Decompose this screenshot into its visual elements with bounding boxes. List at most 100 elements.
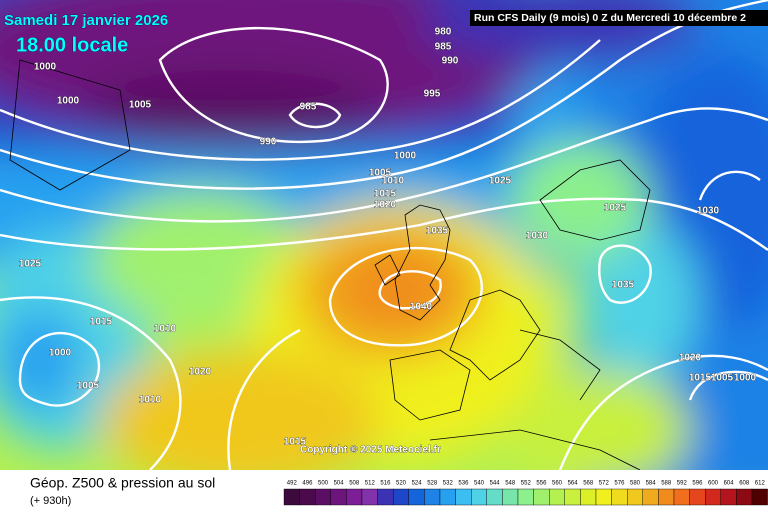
legend-label: 492 — [287, 481, 298, 487]
legend-label: 500 — [318, 481, 329, 487]
legend-label: 532 — [443, 481, 454, 487]
legend-swatch — [361, 488, 378, 506]
legend-swatch — [673, 488, 690, 506]
isobar-label: 1000 — [34, 62, 57, 73]
isobar-label: 995 — [424, 89, 441, 100]
coastlines — [9, 59, 651, 470]
legend-swatch — [736, 488, 753, 506]
legend-label: 504 — [334, 481, 345, 487]
legend-swatch — [471, 488, 488, 506]
legend-label: 528 — [427, 481, 438, 487]
isobar-label: 1015 — [689, 373, 712, 384]
legend-label: 556 — [536, 481, 547, 487]
legend-label: 564 — [568, 481, 579, 487]
legend-label: 552 — [521, 481, 532, 487]
run-info: Run CFS Daily (9 mois) 0 Z du Mercredi 1… — [474, 12, 746, 24]
run-box — [470, 10, 768, 26]
legend-label: 604 — [724, 481, 735, 487]
legend-swatch — [627, 488, 644, 506]
footer-lead: (+ 930h) — [30, 495, 71, 507]
isobar-label: 1020 — [374, 200, 397, 211]
legend-swatch — [315, 488, 332, 506]
isobar-label: 990 — [260, 137, 277, 148]
time-label: 18.00 locale — [16, 34, 128, 56]
legend-label: 596 — [692, 481, 703, 487]
legend-label: 584 — [646, 481, 657, 487]
legend-label: 520 — [396, 481, 407, 487]
isobar-label: 1000 — [49, 348, 72, 359]
isobar-label: 1010 — [139, 395, 162, 406]
legend-swatch — [751, 488, 768, 506]
legend-label: 612 — [755, 481, 766, 487]
copyright: Copyright © 2025 Meteociel.fr — [300, 445, 441, 456]
isobar-label: 1025 — [604, 203, 627, 214]
isobar-label: 985 — [300, 102, 317, 113]
isobar-label: 1015 — [90, 317, 113, 328]
legend-swatch — [689, 488, 706, 506]
legend-swatch — [299, 488, 316, 506]
legend-swatch — [377, 488, 394, 506]
legend-swatch — [455, 488, 472, 506]
legend-swatch — [424, 488, 441, 506]
footer-title: Géop. Z500 & pression au sol — [30, 475, 215, 491]
legend-label: 512 — [365, 481, 376, 487]
legend-swatch — [408, 488, 425, 506]
isobar-label: 1025 — [489, 176, 512, 187]
isobar-label: 990 — [442, 56, 459, 67]
legend-label: 536 — [458, 481, 469, 487]
legend-label: 568 — [583, 481, 594, 487]
isobar-label: 1005 — [369, 168, 392, 179]
legend-label: 608 — [739, 481, 750, 487]
legend-swatch — [564, 488, 581, 506]
legend-label: 496 — [302, 481, 313, 487]
legend-swatch — [549, 488, 566, 506]
legend-swatch — [611, 488, 628, 506]
isobar-label: 1020 — [189, 367, 212, 378]
legend-label: 548 — [505, 481, 516, 487]
legend-swatch — [658, 488, 675, 506]
isobar-label: 985 — [435, 42, 452, 53]
isobar-label: 1035 — [612, 280, 635, 291]
isobar-label: 1005 — [77, 381, 100, 392]
legend-label: 540 — [474, 481, 485, 487]
legend-swatch — [595, 488, 612, 506]
isobar-label: 1030 — [526, 231, 549, 242]
legend-swatch — [283, 488, 300, 506]
legend-label: 508 — [349, 481, 360, 487]
date-label: Samedi 17 janvier 2026 — [4, 12, 168, 29]
legend-label: 576 — [614, 481, 625, 487]
legend-label: 588 — [661, 481, 672, 487]
isobar-label: 1010 — [154, 324, 177, 335]
isobar-label: 1005 — [711, 373, 734, 384]
legend-swatch — [346, 488, 363, 506]
isobar-label: 1000 — [734, 373, 757, 384]
legend-label: 544 — [490, 481, 501, 487]
legend-swatch — [720, 488, 737, 506]
legend-swatch — [486, 488, 503, 506]
legend-label: 592 — [677, 481, 688, 487]
legend-swatch — [705, 488, 722, 506]
color-legend: 492 496 500 504 508 512 516 520 524 528 532 536 540 5… — [283, 481, 768, 506]
isobar-label: 1025 — [19, 259, 42, 270]
legend-label: 600 — [708, 481, 719, 487]
legend-swatch — [439, 488, 456, 506]
isobar-label: 1035 — [426, 226, 449, 237]
legend-label: 572 — [599, 481, 610, 487]
isobar-label: 1005 — [129, 100, 152, 111]
isobar-label: 1010 — [382, 176, 405, 187]
isobar-label: 1040 — [410, 302, 433, 313]
isobar-label: 1020 — [679, 353, 702, 364]
legend-swatch — [502, 488, 519, 506]
isobar-label: 1000 — [394, 151, 417, 162]
isobar-label: 1015 — [284, 437, 307, 448]
legend-label: 580 — [630, 481, 641, 487]
legend-label: 524 — [412, 481, 423, 487]
isobar-label: 980 — [435, 27, 452, 38]
legend-swatch — [580, 488, 597, 506]
isobar-label: 1030 — [697, 206, 720, 217]
isobars — [0, 0, 768, 470]
